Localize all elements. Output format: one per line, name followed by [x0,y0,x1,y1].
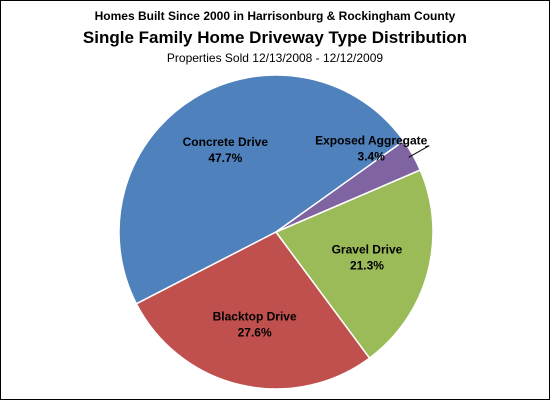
slice-label-concrete-drive: Concrete Drive [183,135,269,149]
slice-percent-concrete-drive: 47.7% [208,151,242,165]
leader-line-exposed-aggregate [408,145,430,158]
slice-label-exposed-aggregate: Exposed Aggregate [315,134,428,148]
slice-percent-exposed-aggregate: 3.4% [358,150,386,164]
slice-label-gravel-drive: Gravel Drive [332,243,403,257]
chart-subtitle: Properties Sold 12/13/2008 - 12/12/2009 [166,51,384,65]
chart-title-line1: Homes Built Since 2000 in Harrisonburg &… [94,9,456,23]
chart-title: Single Family Home Driveway Type Distrib… [82,28,468,47]
pie-slice-gravel-drive [274,169,434,360]
slice-percent-gravel-drive: 21.3% [350,259,384,273]
pie-slice-concrete-drive [118,74,405,305]
pie-slice-blacktop-drive [135,231,371,390]
slice-percent-blacktop-drive: 27.6% [238,326,272,340]
slice-label-blacktop-drive: Blacktop Drive [213,310,297,324]
